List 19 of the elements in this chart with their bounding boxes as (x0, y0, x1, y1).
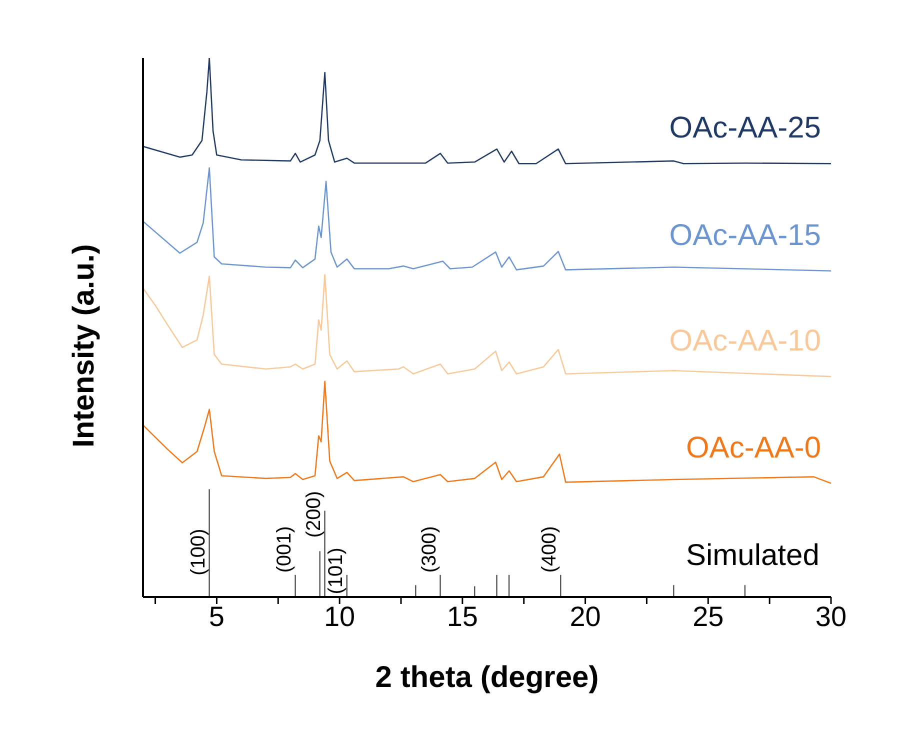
annotation: (200) (302, 491, 325, 538)
y-axis-title: Intensity (a.u.) (68, 244, 101, 448)
series-label: OAc-AA-15 (669, 218, 821, 252)
series-label: OAc-AA-25 (669, 112, 821, 145)
annotation: (001) (273, 526, 296, 573)
x-tick-label: 20 (570, 600, 601, 632)
x-tick-label: 30 (815, 600, 847, 632)
annotation: (300) (418, 526, 440, 573)
series-label: OAc-AA-0 (686, 431, 821, 464)
annotation: (100) (187, 528, 210, 576)
series-label: Simulated (686, 539, 820, 572)
x-tick-label: 10 (324, 600, 356, 632)
annotation: (400) (538, 526, 561, 573)
x-tick-label: 15 (446, 600, 478, 632)
x-axis-title: 2 theta (degree) (375, 661, 599, 694)
x-tick-label: 25 (692, 600, 724, 632)
annotation: (101) (324, 548, 347, 594)
series-label: OAc-AA-10 (669, 324, 821, 358)
x-tick-label: 5 (208, 600, 225, 632)
